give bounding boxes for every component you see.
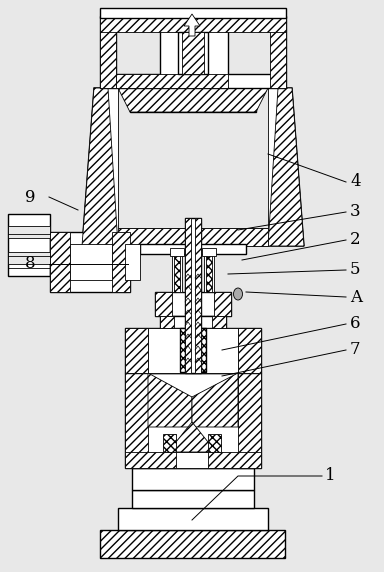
Bar	[155, 292, 231, 316]
Text: 9: 9	[25, 189, 35, 205]
Bar	[100, 8, 286, 18]
Bar	[140, 244, 246, 254]
Text: 6: 6	[350, 316, 361, 332]
Text: 3: 3	[350, 204, 361, 220]
Polygon shape	[50, 232, 70, 292]
Bar	[206, 254, 212, 292]
Polygon shape	[168, 422, 216, 452]
Bar	[160, 316, 226, 328]
Bar	[174, 254, 180, 292]
Polygon shape	[100, 530, 285, 558]
Bar	[176, 452, 208, 468]
Polygon shape	[238, 373, 261, 468]
Bar	[185, 218, 201, 373]
Bar	[8, 226, 50, 238]
Bar	[118, 508, 268, 530]
Polygon shape	[185, 218, 191, 373]
Bar	[125, 328, 261, 373]
Polygon shape	[82, 88, 304, 246]
Polygon shape	[100, 16, 116, 88]
Bar	[202, 248, 216, 256]
Bar	[228, 28, 272, 74]
Polygon shape	[118, 88, 268, 112]
Polygon shape	[195, 218, 201, 373]
Bar	[125, 373, 261, 468]
Polygon shape	[192, 373, 238, 427]
Polygon shape	[238, 328, 261, 373]
Polygon shape	[212, 316, 226, 328]
Text: A: A	[350, 288, 362, 305]
Polygon shape	[118, 228, 268, 246]
Polygon shape	[148, 373, 192, 427]
Bar	[100, 16, 286, 88]
Polygon shape	[208, 434, 221, 452]
Polygon shape	[116, 74, 228, 88]
Polygon shape	[155, 292, 172, 316]
Polygon shape	[160, 316, 174, 328]
Bar	[148, 328, 238, 373]
Polygon shape	[268, 88, 304, 246]
Bar	[180, 328, 206, 372]
Polygon shape	[112, 232, 130, 292]
Text: 5: 5	[350, 261, 361, 279]
Bar	[70, 244, 112, 280]
Bar	[118, 88, 268, 228]
Polygon shape	[82, 88, 118, 246]
Bar	[8, 252, 50, 264]
Bar	[172, 254, 182, 292]
Polygon shape	[163, 434, 176, 452]
Text: 1: 1	[325, 467, 336, 484]
Polygon shape	[184, 14, 200, 36]
Bar	[132, 490, 254, 508]
Bar	[130, 88, 256, 112]
Ellipse shape	[233, 288, 243, 300]
Text: 7: 7	[350, 341, 361, 359]
Bar	[204, 254, 214, 292]
Polygon shape	[125, 373, 148, 468]
Text: 2: 2	[350, 232, 361, 248]
Text: 4: 4	[350, 173, 361, 190]
Text: 8: 8	[24, 256, 35, 272]
Polygon shape	[8, 214, 50, 276]
Bar	[182, 32, 204, 74]
Bar	[116, 28, 160, 74]
Polygon shape	[214, 292, 231, 316]
Bar	[132, 468, 254, 490]
Polygon shape	[50, 232, 130, 292]
Polygon shape	[270, 16, 286, 88]
Bar	[170, 248, 184, 256]
Bar	[125, 244, 140, 280]
Polygon shape	[125, 452, 261, 468]
Bar	[178, 32, 208, 74]
Polygon shape	[100, 16, 286, 32]
Polygon shape	[125, 328, 148, 373]
